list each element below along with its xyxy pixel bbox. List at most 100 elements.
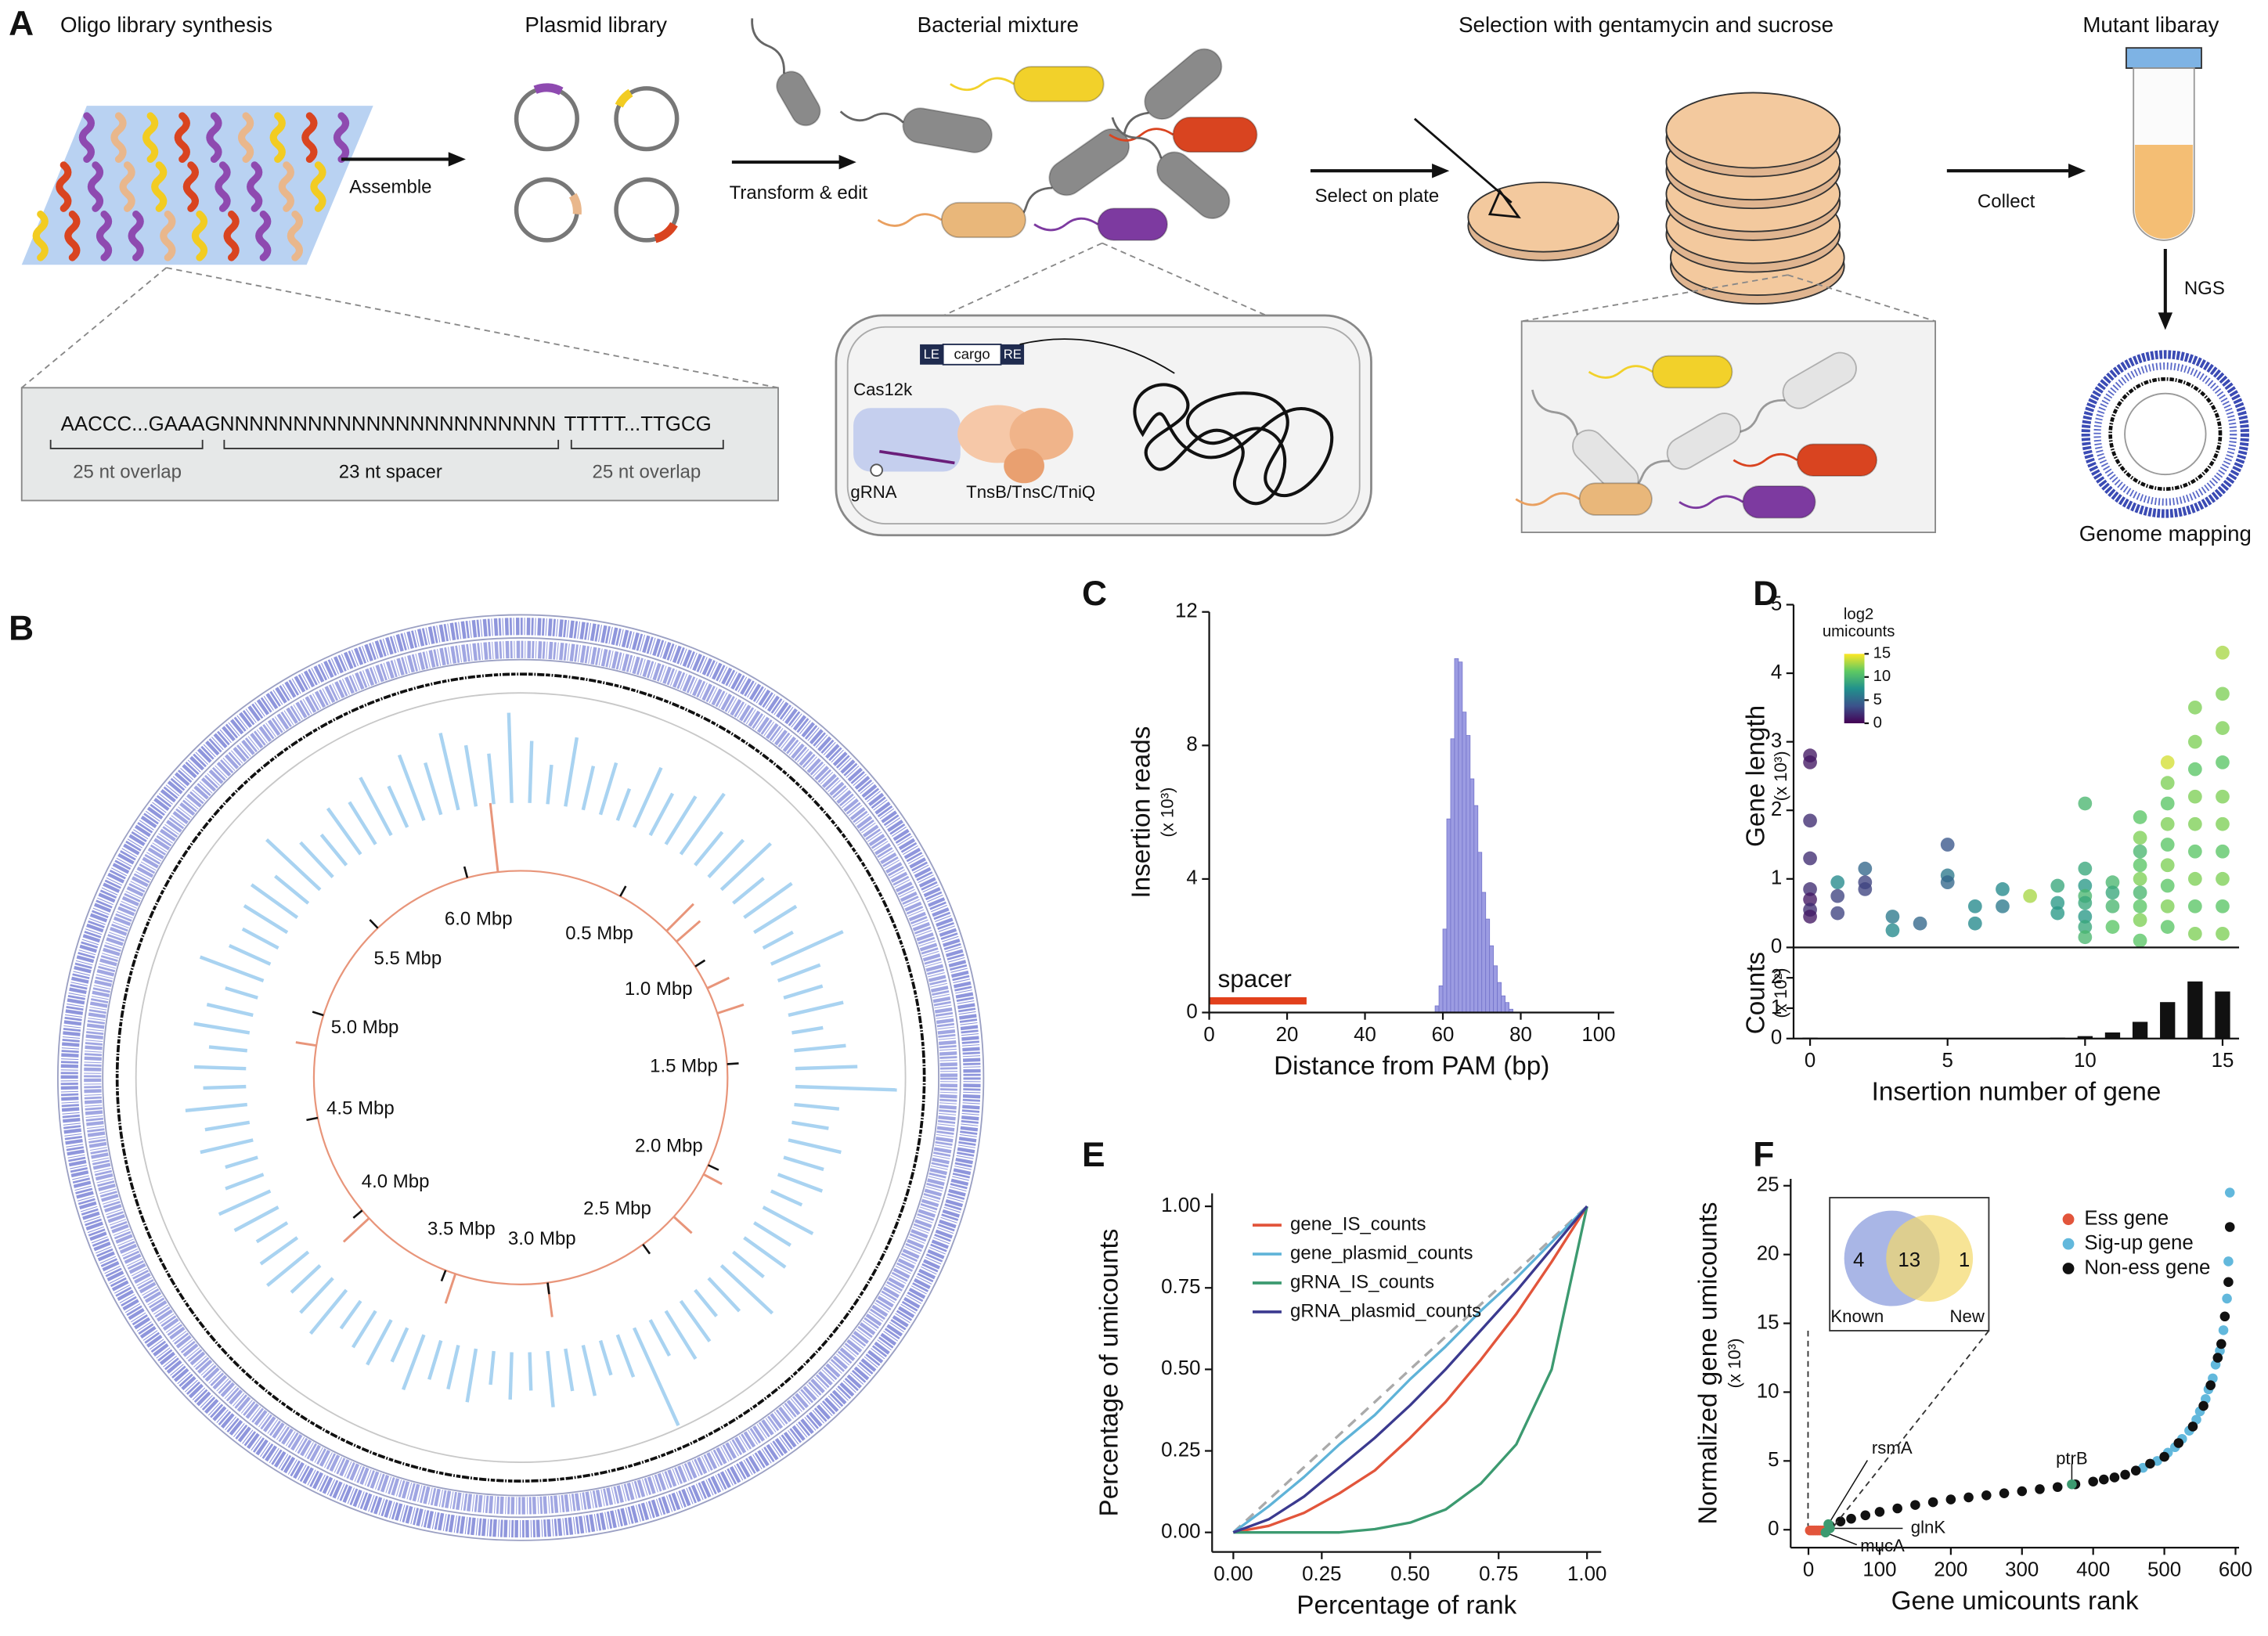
ring-outline <box>102 658 940 1497</box>
point <box>2187 844 2202 859</box>
point <box>2133 831 2147 845</box>
point <box>2160 858 2175 873</box>
coverage-bar <box>743 881 793 919</box>
point <box>2205 1380 2216 1390</box>
x-tick-label: 500 <box>2147 1559 2181 1580</box>
coverage-bar <box>615 1334 636 1378</box>
oligo <box>64 211 81 261</box>
plasmid <box>614 86 680 152</box>
oligo <box>56 161 72 212</box>
x-tick-label: 5 <box>1942 1050 1953 1072</box>
coverage-bar <box>465 1348 478 1403</box>
oligo <box>310 161 326 212</box>
series-line <box>1233 1205 1588 1534</box>
bacterium <box>839 107 993 153</box>
protein-label: Cas12k <box>853 380 913 399</box>
position-tick <box>727 1062 739 1065</box>
flagellum <box>1111 117 1163 159</box>
bracket <box>49 439 204 449</box>
coverage-bar <box>694 1288 718 1317</box>
venn-label: New <box>1950 1306 1985 1326</box>
coverage-bar <box>770 930 844 966</box>
colorbar-title: umicounts <box>1823 623 1895 640</box>
point <box>2023 888 2037 903</box>
arrow-label: Collect <box>1978 191 2035 212</box>
point <box>1830 906 1845 921</box>
bar <box>2187 981 2203 1039</box>
coverage-bar <box>777 1173 824 1193</box>
oligo <box>160 211 176 261</box>
bacterium <box>1111 117 1231 219</box>
zoom-line <box>1787 274 1936 323</box>
coverage-bar <box>707 1277 741 1313</box>
histogram-bar <box>1462 712 1467 1013</box>
point <box>1981 1490 1992 1501</box>
oligo <box>191 211 208 261</box>
cell <box>835 314 1372 537</box>
y-tick-label: 1.00 <box>1161 1195 1200 1216</box>
point <box>2109 1472 2120 1483</box>
insert <box>533 83 564 95</box>
x-tick-label: 100 <box>1862 1559 1896 1580</box>
construct-part <box>920 344 943 365</box>
point <box>2133 844 2147 859</box>
peak <box>665 903 694 932</box>
point <box>2187 926 2202 941</box>
point <box>2159 1451 2169 1462</box>
point <box>2078 895 2093 910</box>
position-tick <box>440 1270 447 1282</box>
point <box>2120 1469 2130 1480</box>
colorbar <box>1844 654 1865 723</box>
coverage-bar <box>225 986 258 1000</box>
point <box>1963 1492 1974 1503</box>
position-tick <box>369 919 379 929</box>
coverage-bar <box>233 1205 279 1232</box>
flagellum <box>751 18 785 74</box>
arrow-label: NGS <box>2184 278 2225 299</box>
y-axis-label: Gene length <box>1742 705 1771 847</box>
colorbar-title: log2 <box>1844 606 1873 623</box>
coverage-bar <box>387 785 409 828</box>
coverage-bar <box>199 955 265 983</box>
oligo <box>174 112 190 164</box>
cell-body <box>1578 482 1653 516</box>
coverage-bar <box>528 1352 533 1391</box>
leader-line <box>1827 1460 1868 1525</box>
zoom-line <box>936 242 1103 319</box>
point <box>1803 755 1817 769</box>
peak <box>672 1216 693 1234</box>
protein-label: TnsB/TnsC/TniQ <box>966 482 1095 502</box>
point <box>2216 686 2230 701</box>
coverage-bar <box>581 766 596 811</box>
leader-line <box>1825 1532 1858 1546</box>
y-tick-label: 8 <box>1186 733 1197 755</box>
coverage-bar <box>206 1003 254 1018</box>
point <box>2173 1438 2184 1448</box>
point <box>2099 1474 2109 1485</box>
point <box>1846 1513 1856 1524</box>
y-tick-label: 1 <box>1771 867 1782 889</box>
point <box>2187 1422 2198 1432</box>
brackets <box>49 439 724 449</box>
end-label: Genome mapping <box>2079 521 2252 546</box>
series-line <box>1232 1205 1588 1533</box>
point <box>2133 899 2147 913</box>
coverage-bar <box>732 877 765 905</box>
tube-cap <box>2126 47 2202 69</box>
oligo <box>128 211 144 261</box>
point <box>1967 916 1982 931</box>
point <box>2187 816 2202 831</box>
point <box>2160 776 2175 791</box>
coverage-bar <box>259 1236 299 1266</box>
x-tick-label: 15 <box>2212 1050 2234 1072</box>
point <box>2160 796 2175 811</box>
arrowhead <box>448 152 466 167</box>
panel-label: B <box>9 609 34 647</box>
legend-swatch <box>2062 1238 2075 1250</box>
point <box>2216 755 2230 769</box>
point <box>2133 933 2147 948</box>
point <box>1892 1503 1902 1514</box>
point <box>2160 838 2175 852</box>
point <box>1885 910 1900 924</box>
position-label: 5.5 Mbp <box>374 948 442 969</box>
